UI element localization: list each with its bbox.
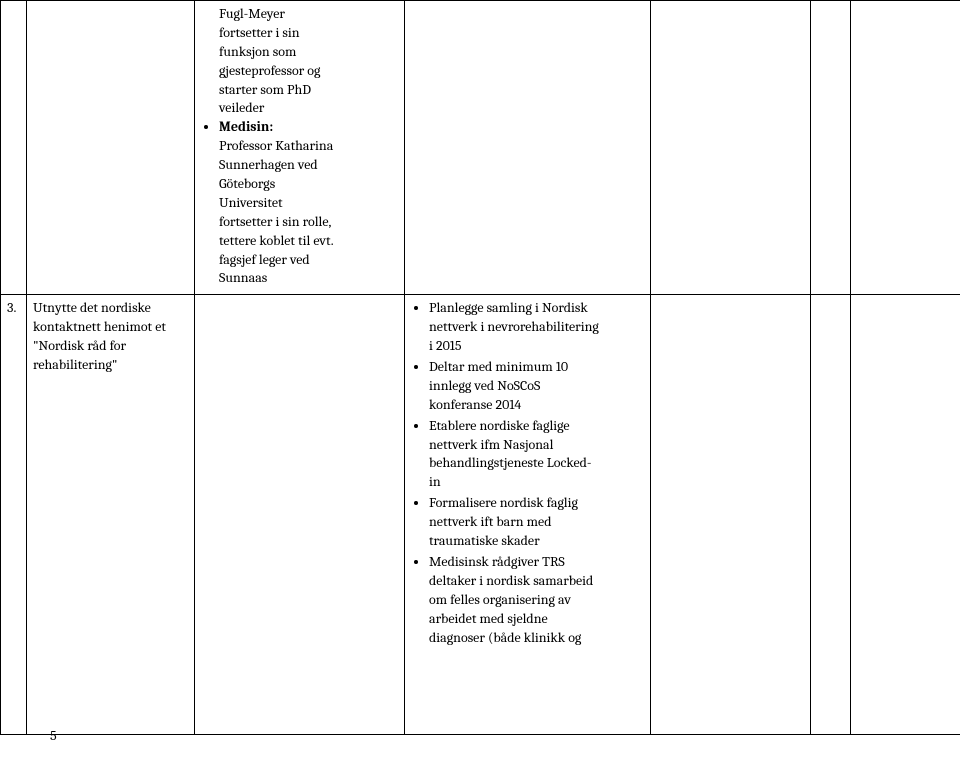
desc-line: veileder (219, 99, 398, 118)
plan-line: deltaker i nordisk samarbeid (429, 572, 593, 589)
plan-line: innlegg ved NoSCoS (429, 377, 540, 394)
plan-bullet: Deltar med minimum 10 innlegg ved NoSCoS… (429, 358, 644, 415)
desc-line: fortsetter i sin (219, 24, 398, 43)
plan-line: konferanse 2014 (429, 396, 521, 413)
row-number: 3. (7, 299, 16, 316)
cell-title: Utnytte det nordiske kontaktnett henimot… (27, 295, 195, 735)
plan-line: nettverk ifm Nasjonal (429, 436, 553, 453)
table-row: 3. Utnytte det nordiske kontaktnett heni… (1, 295, 960, 735)
desc-line: Professor Katharina (219, 137, 398, 156)
cell-e-top (651, 1, 811, 295)
title-line: rehabilitering" (33, 356, 188, 375)
page: Fugl-Meyer fortsetter i sin funksjon som… (0, 0, 960, 762)
medisin-label: Medisin: (219, 118, 273, 135)
plan-line: i 2015 (429, 337, 462, 354)
desc-line: Universitet (219, 194, 398, 213)
document-table: Fugl-Meyer fortsetter i sin funksjon som… (0, 0, 960, 735)
cell-num: 3. (1, 295, 27, 735)
plan-line: Deltar med minimum 10 (429, 358, 568, 375)
title-line: kontaktnett henimot et (33, 318, 188, 337)
page-number: 5 (50, 727, 57, 744)
plan-line: diagnoser (både klinikk og (429, 629, 581, 646)
cell-f (811, 295, 851, 735)
cell-e (651, 295, 811, 735)
desc-line: Sunnaas (219, 269, 398, 288)
table-row: Fugl-Meyer fortsetter i sin funksjon som… (1, 1, 960, 295)
plan-line: Medisinsk rådgiver TRS (429, 553, 565, 570)
plan-line: traumatiske skader (429, 532, 540, 549)
desc-line: fagsjef leger ved (219, 251, 398, 270)
plan-line: Planlegge samling i Nordisk (429, 299, 588, 316)
cell-desc-top: Fugl-Meyer fortsetter i sin funksjon som… (195, 1, 405, 295)
plan-line: behandlingstjeneste Locked- (429, 454, 592, 471)
desc-line: starter som PhD (219, 81, 398, 100)
plan-line: in (429, 473, 441, 490)
plan-bullet: Etablere nordiske faglige nettverk ifm N… (429, 417, 644, 493)
plan-line: nettverk ift barn med (429, 513, 552, 530)
plan-line: Etablere nordiske faglige (429, 417, 570, 434)
title-line: Utnytte det nordiske (33, 299, 188, 318)
plan-line: arbeidet med sjeldne (429, 610, 548, 627)
desc-line: Sunnerhagen ved (219, 156, 398, 175)
cell-f-top (811, 1, 851, 295)
desc-line: Fugl-Meyer (219, 5, 398, 24)
desc-line: fortsetter i sin rolle, (219, 213, 398, 232)
plan-line: Formalisere nordisk faglig (429, 494, 578, 511)
desc-medisin: Medisin: Professor Katharina Sunnerhagen… (219, 118, 398, 288)
plan-line: nettverk i nevrorehabilitering (429, 318, 599, 335)
plan-bullet: Medisinsk rådgiver TRS deltaker i nordis… (429, 553, 644, 647)
desc-line: tettere koblet til evt. (219, 232, 398, 251)
title-line: "Nordisk råd for (33, 337, 188, 356)
cell-g-top (851, 1, 960, 295)
plan-bullet: Formalisere nordisk faglig nettverk ift … (429, 494, 644, 551)
plan-line: om felles organisering av (429, 591, 571, 608)
cell-num-top (1, 1, 27, 295)
cell-plan-top (405, 1, 651, 295)
cell-title-top (27, 1, 195, 295)
desc-line: funksjon som (219, 43, 398, 62)
desc-line: Göteborgs (219, 175, 398, 194)
plan-bullet: Planlegge samling i Nordisk nettverk i n… (429, 299, 644, 356)
cell-g (851, 295, 960, 735)
cell-plan: Planlegge samling i Nordisk nettverk i n… (405, 295, 651, 735)
cell-desc (195, 295, 405, 735)
desc-line: gjesteprofessor og (219, 62, 398, 81)
